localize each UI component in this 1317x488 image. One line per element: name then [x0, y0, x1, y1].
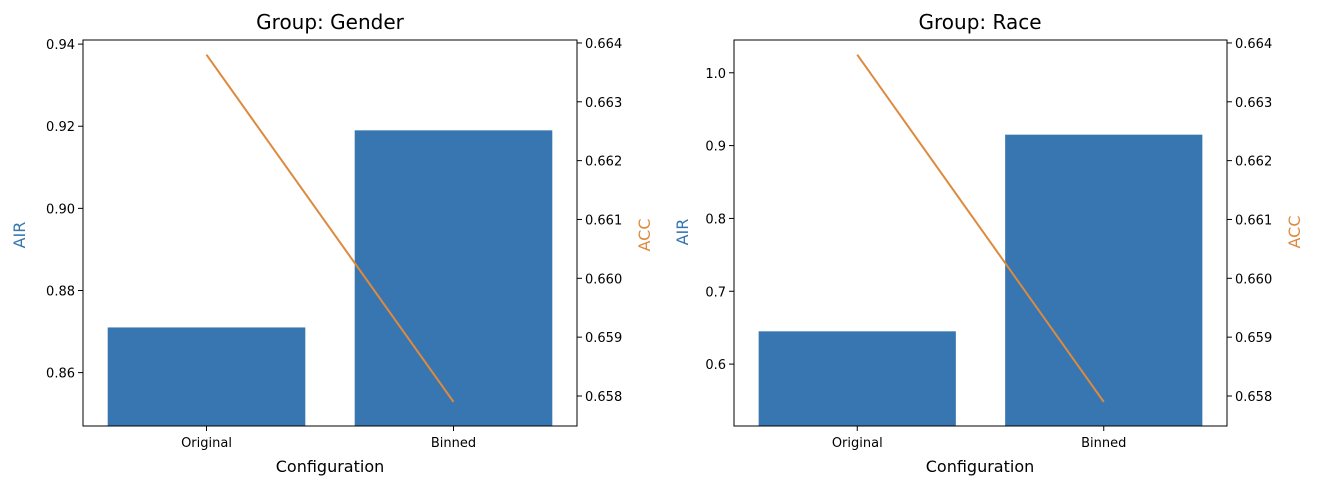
y-tick-label-right: 0.660	[585, 272, 622, 287]
y-tick-label-left: 0.92	[46, 120, 75, 135]
bar-binned	[354, 130, 553, 426]
y-tick-label-left: 0.7	[705, 285, 726, 300]
axes-frame	[733, 39, 1228, 427]
y-tick-label-right: 0.658	[585, 390, 622, 405]
y-tick-label-right: 0.661	[585, 213, 622, 228]
bar-original	[758, 331, 956, 426]
chart-panel-gender: Group: Gender Configuration AIR ACC Orig…	[10, 10, 654, 476]
y-axis-label-left: AIR	[10, 222, 29, 249]
y-tick-label-left: 0.88	[46, 284, 75, 299]
axes-frame	[82, 39, 578, 427]
y-tick-label-left: 0.90	[46, 202, 75, 217]
y-tick-label-right: 0.664	[1235, 37, 1272, 52]
y-tick-label-left: 0.6	[705, 358, 726, 373]
y-tick-label-right: 0.659	[1235, 331, 1272, 346]
y-tick-label-right: 0.664	[585, 37, 622, 52]
y-tick-label-left: 0.94	[46, 38, 75, 53]
bar-original	[107, 327, 306, 426]
y-tick-label-right: 0.658	[1235, 390, 1272, 405]
y-tick-label-right: 0.663	[1235, 96, 1272, 111]
x-tick-label: Binned	[1081, 436, 1126, 451]
x-axis-label: Configuration	[926, 457, 1035, 476]
y-tick-label-left: 0.86	[46, 367, 75, 382]
y-tick-label-right: 0.659	[585, 331, 622, 346]
x-tick-label: Binned	[431, 436, 476, 451]
chart-title: Group: Race	[919, 10, 1042, 34]
y-tick-label-right: 0.660	[1235, 272, 1272, 287]
y-tick-label-right: 0.662	[585, 155, 622, 170]
x-axis-label: Configuration	[276, 457, 385, 476]
acc-line	[856, 54, 1105, 403]
y-axis-label-right: ACC	[1285, 215, 1304, 248]
y-tick-label-left: 0.9	[705, 140, 726, 155]
chart-title: Group: Gender	[256, 10, 404, 34]
bar-binned	[1005, 134, 1203, 426]
y-tick-label-right: 0.663	[585, 96, 622, 111]
y-axis-label-right: ACC	[635, 218, 654, 251]
x-tick-label: Original	[181, 436, 232, 451]
y-axis-label-left: AIR	[673, 219, 692, 246]
y-tick-label-left: 1.0	[705, 67, 726, 82]
y-tick-label-right: 0.662	[1235, 155, 1272, 170]
x-tick-label: Original	[832, 436, 883, 451]
y-tick-label-left: 0.8	[705, 212, 726, 227]
acc-line	[205, 54, 455, 403]
y-tick-label-right: 0.661	[1235, 213, 1272, 228]
chart-panel-race: Group: Race Configuration AIR ACC Origin…	[673, 10, 1304, 476]
